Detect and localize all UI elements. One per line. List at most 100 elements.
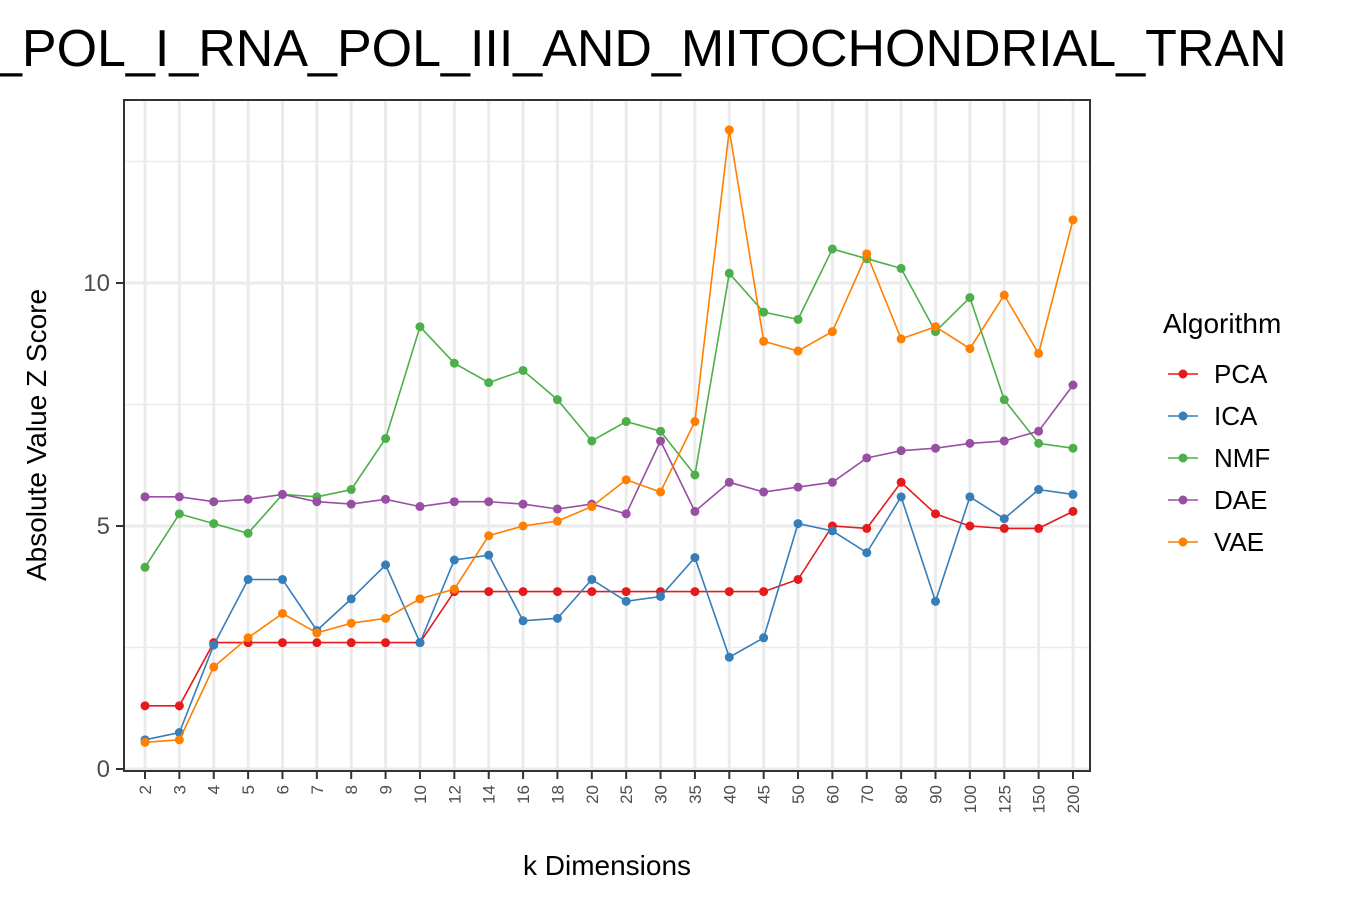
data-point-pca [1034,523,1044,533]
data-point-nmf [999,395,1009,405]
data-point-ica [690,553,700,563]
data-point-nmf [793,314,803,324]
x-tick-label: 50 [789,785,808,804]
data-point-pca [381,638,391,648]
legend-label-pca: PCA [1214,359,1268,389]
data-point-ica [621,596,631,606]
data-point-ica [759,633,769,643]
data-point-ica [346,594,356,604]
y-tick-label: 10 [83,270,110,297]
data-point-dae [862,453,872,463]
data-point-vae [896,334,906,344]
y-tick-label: 0 [97,756,110,783]
x-tick-label: 40 [720,785,739,804]
data-point-dae [381,494,391,504]
data-point-ica [415,638,425,648]
x-tick-label: 150 [1030,785,1049,813]
data-point-dae [243,494,253,504]
data-point-ica [862,548,872,558]
data-point-dae [965,438,975,448]
y-tick-label: 5 [97,513,110,540]
x-tick-label: 9 [377,785,396,794]
x-tick-label: 200 [1064,785,1083,813]
data-point-dae [1068,380,1078,390]
data-point-pca [759,587,769,597]
x-tick-label: 70 [858,785,877,804]
legend-title: Algorithm [1163,308,1281,339]
data-point-pca [862,523,872,533]
series-line-vae [144,129,1074,744]
legend-label-dae: DAE [1214,485,1267,515]
x-axis: 2 3 4 5 6 7 8 9 10 12 14 16 18 20 25 30 35 40 45 50 60 70 80 90… [136,771,1083,813]
data-point-vae [690,417,700,427]
data-point-pca [552,587,562,597]
data-point-nmf [449,358,459,368]
x-tick-label: 12 [445,785,464,804]
legend-label-ica: ICA [1214,401,1258,431]
data-point-vae [552,516,562,526]
data-point-dae [174,492,184,502]
data-point-vae [381,613,391,623]
data-point-pca [312,638,322,648]
data-point-ica [243,574,253,584]
series-line-dae [145,384,1074,515]
data-point-nmf [690,470,700,480]
data-point-pca [587,587,597,597]
data-point-vae [312,628,322,638]
data-point-vae [965,344,975,354]
data-point-vae [415,594,425,604]
x-tick-label: 30 [652,785,671,804]
x-tick-label: 25 [617,785,636,804]
data-point-ica [965,492,975,502]
x-tick-label: 20 [583,785,602,804]
x-tick-label: 60 [823,785,842,804]
data-point-vae [931,322,941,332]
data-point-ica [724,652,734,662]
x-tick-label: 8 [342,785,361,794]
x-tick-label: 18 [548,785,567,804]
data-point-pca [793,574,803,584]
data-point-ica [518,616,528,626]
data-point-nmf [621,417,631,427]
data-point-dae [346,499,356,509]
x-tick-label: 14 [480,785,499,804]
legend-key-point-ica [1178,411,1188,421]
data-point-nmf [896,263,906,273]
data-point-vae [243,633,253,643]
data-point-ica [209,640,219,650]
data-point-dae [209,497,219,507]
data-point-dae [827,477,837,487]
data-point-dae [1034,426,1044,436]
data-point-vae [862,249,872,259]
x-tick-label: 100 [961,785,980,813]
plot-panel-border [123,99,1091,772]
y-axis-title: Absolute Value Z Score [21,289,52,581]
data-point-pca [140,701,150,711]
data-point-vae [518,521,528,531]
data-point-vae [1034,348,1044,358]
data-point-nmf [209,519,219,529]
data-point-ica [1034,485,1044,495]
data-point-vae [346,618,356,628]
data-point-vae [1068,215,1078,225]
data-point-vae [174,735,184,745]
data-point-vae [140,737,150,747]
legend-key-point-vae [1178,537,1188,547]
data-point-dae [931,443,941,453]
data-point-pca [724,587,734,597]
data-point-ica [827,526,837,536]
data-point-nmf [1068,443,1078,453]
series-line-nmf [144,248,1074,568]
data-point-ica [656,591,666,601]
data-point-dae [621,509,631,519]
data-point-vae [209,662,219,672]
data-point-ica [999,514,1009,524]
x-tick-label: 90 [927,785,946,804]
data-point-nmf [965,293,975,303]
x-tick-label: 6 [273,785,292,794]
data-point-nmf [140,562,150,572]
data-point-ica [931,596,941,606]
data-point-nmf [415,322,425,332]
data-point-pca [1068,506,1078,516]
data-point-vae [656,487,666,497]
